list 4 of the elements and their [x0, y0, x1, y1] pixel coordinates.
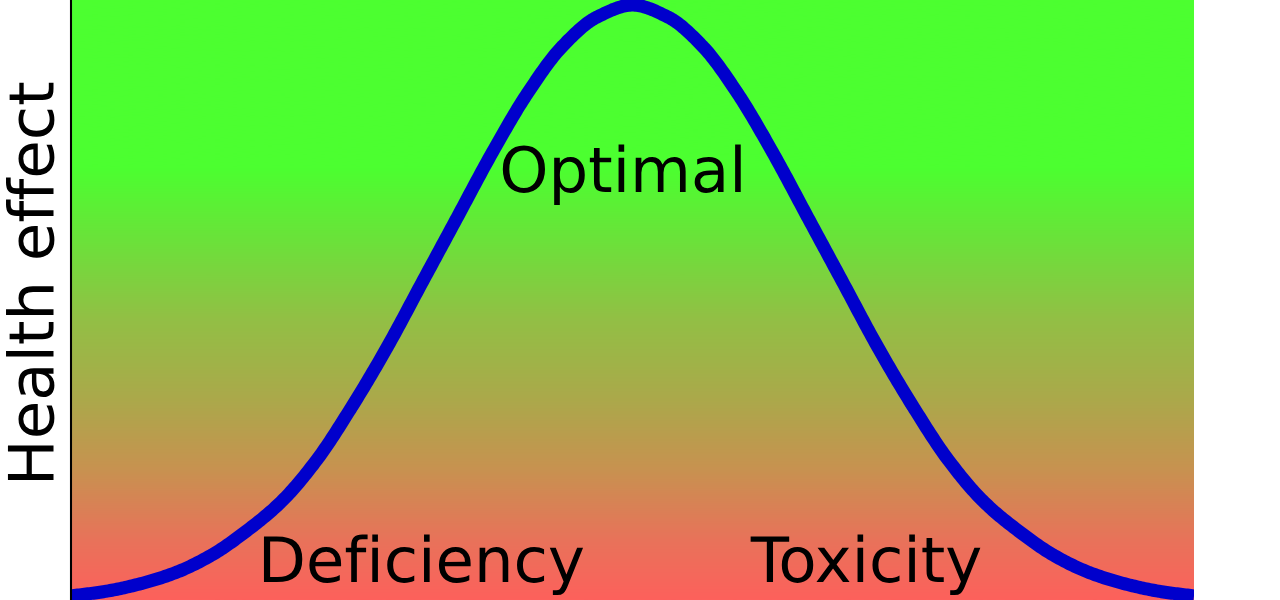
annotation: Toxicity	[750, 534, 981, 595]
annotation: Deficiency	[263, 534, 584, 595]
annotation: Optimal	[502, 144, 741, 205]
y-axis-title: Health effect	[6, 82, 55, 481]
